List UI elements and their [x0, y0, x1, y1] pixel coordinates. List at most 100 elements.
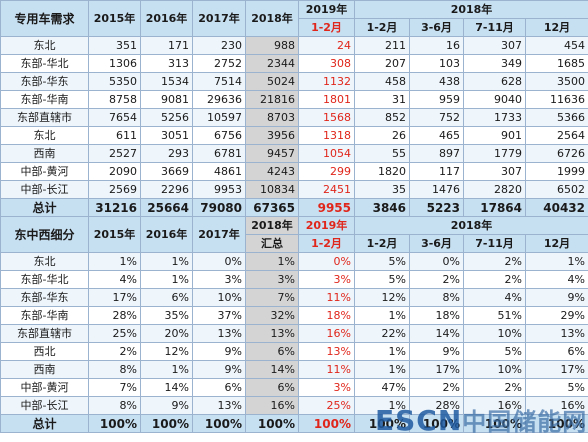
value-cell: 8%	[409, 288, 464, 307]
region-label: 东部直辖市	[0, 108, 89, 127]
value-cell: 458	[354, 72, 410, 91]
value-cell: 35%	[140, 306, 193, 325]
value-cell: 1820	[354, 162, 410, 181]
table-row: 中部-黄河 2090 3669 4861 4243 299 1820 117 307 1999	[0, 162, 588, 181]
value-cell: 8%	[88, 396, 141, 415]
subheader-cell: 3-6月	[409, 18, 464, 37]
value-cell: 9%	[192, 360, 246, 379]
region-label: 中部-黄河	[0, 378, 89, 397]
header-cell: 专用车需求	[0, 0, 89, 37]
table-row: 中部-黄河 7% 14% 6% 6% 3% 47% 2% 2% 5%	[0, 378, 588, 397]
value-cell: 901	[463, 126, 526, 145]
value-cell: 17%	[525, 360, 588, 379]
subheader-cell: 7-11月	[463, 234, 526, 253]
value-cell: 959	[409, 90, 464, 109]
value-cell: 4%	[463, 288, 526, 307]
total-cell: 25664	[140, 198, 193, 217]
value-cell: 11636	[525, 90, 588, 109]
value-cell: 11%	[298, 360, 355, 379]
value-cell: 6%	[192, 378, 246, 397]
value-cell: 2752	[192, 54, 246, 73]
header-row: 专用车需求 2015年 2016年 2017年 2018年 2019年 2018…	[0, 0, 588, 37]
value-cell: 29636	[192, 90, 246, 109]
value-cell: 9%	[192, 342, 246, 361]
value-cell: 5024	[245, 72, 299, 91]
value-cell: 0%	[192, 252, 246, 271]
total-cell: 100%	[298, 414, 355, 433]
value-cell: 21816	[245, 90, 299, 109]
value-cell: 10%	[463, 360, 526, 379]
value-cell: 12%	[354, 288, 410, 307]
value-cell: 2%	[463, 270, 526, 289]
value-cell: 351	[88, 36, 141, 55]
value-cell: 7654	[88, 108, 141, 127]
value-cell: 9081	[140, 90, 193, 109]
value-cell: 1534	[140, 72, 193, 91]
total-cell: 3846	[354, 198, 410, 217]
value-cell: 1%	[525, 252, 588, 271]
region-label: 西南	[0, 144, 89, 163]
value-cell: 2527	[88, 144, 141, 163]
value-cell: 2451	[298, 180, 355, 199]
value-cell: 454	[525, 36, 588, 55]
value-cell: 2564	[525, 126, 588, 145]
total-cell: 100%	[192, 414, 246, 433]
value-cell: 22%	[354, 324, 410, 343]
value-cell: 51%	[463, 306, 526, 325]
value-cell: 1306	[88, 54, 141, 73]
value-cell: 3500	[525, 72, 588, 91]
value-cell: 9040	[463, 90, 526, 109]
region-label: 东部-华南	[0, 306, 89, 325]
region-label: 西南	[0, 360, 89, 379]
header-cell: 2018年	[354, 0, 588, 19]
value-cell: 6726	[525, 144, 588, 163]
value-cell: 9%	[409, 342, 464, 361]
total-cell: 100%	[88, 414, 141, 433]
value-cell: 9953	[192, 180, 246, 199]
value-cell: 4861	[192, 162, 246, 181]
value-cell: 1%	[140, 252, 193, 271]
value-cell: 6%	[140, 288, 193, 307]
value-cell: 1318	[298, 126, 355, 145]
value-cell: 299	[298, 162, 355, 181]
value-cell: 2090	[88, 162, 141, 181]
value-cell: 1054	[298, 144, 355, 163]
table-row: 东部-华南 8758 9081 29636 21816 1801 31 959 9040 1163…	[0, 90, 588, 109]
value-cell: 2296	[140, 180, 193, 199]
value-cell: 5256	[140, 108, 193, 127]
value-cell: 313	[140, 54, 193, 73]
header-cell: 2018年	[245, 0, 299, 37]
region-label: 东北	[0, 36, 89, 55]
value-cell: 28%	[88, 306, 141, 325]
header-cell: 2016年	[140, 216, 193, 253]
value-cell: 8758	[88, 90, 141, 109]
total-cell: 31216	[88, 198, 141, 217]
value-cell: 4%	[525, 270, 588, 289]
value-cell: 10597	[192, 108, 246, 127]
value-cell: 3%	[298, 378, 355, 397]
header-cell: 2016年	[140, 0, 193, 37]
value-cell: 2%	[463, 378, 526, 397]
value-cell: 988	[245, 36, 299, 55]
region-label: 东北	[0, 252, 89, 271]
region-label: 中部-长江	[0, 396, 89, 415]
data-table: 专用车需求 2015年 2016年 2017年 2018年 2019年 2018…	[0, 0, 588, 433]
value-cell: 6781	[192, 144, 246, 163]
value-cell: 307	[463, 36, 526, 55]
table-row: 东部-华北 4% 1% 3% 3% 3% 5% 2% 2% 4%	[0, 270, 588, 289]
region-label: 中部-长江	[0, 180, 89, 199]
value-cell: 13%	[525, 324, 588, 343]
subheader-row: 1-2月 1-2月 3-6月 7-11月 12月	[1, 18, 588, 37]
value-cell: 628	[463, 72, 526, 91]
value-cell: 8703	[245, 108, 299, 127]
total-cell: 100%	[140, 414, 193, 433]
value-cell: 17%	[88, 288, 141, 307]
table-row: 西南 8% 1% 9% 14% 11% 1% 17% 10% 17%	[0, 360, 588, 379]
value-cell: 1%	[354, 360, 410, 379]
value-cell: 211	[354, 36, 410, 55]
table-row: 东部-华东 17% 6% 10% 7% 11% 12% 8% 4% 9%	[0, 288, 588, 307]
value-cell: 9%	[525, 288, 588, 307]
value-cell: 465	[409, 126, 464, 145]
table-row: 东北 351 171 230 988 24 211 16 307 454	[0, 36, 588, 55]
